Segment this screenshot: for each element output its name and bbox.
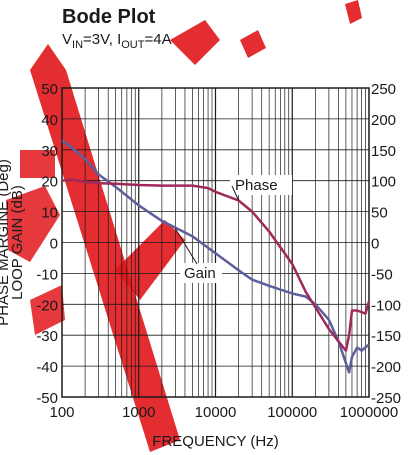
y-left-tick-label: -30 (36, 328, 58, 345)
phase-label-background (230, 175, 292, 195)
gain-series-label: Gain (184, 265, 216, 282)
y-right-tick-label: 250 (371, 81, 396, 98)
x-axis-title: FREQUENCY (Hz) (152, 433, 278, 450)
iout-value: =4A (144, 31, 172, 48)
series-line-phase (61, 178, 371, 352)
chart-grid (62, 88, 369, 397)
x-tick-label: 1000000 (340, 404, 398, 421)
y-right-tick-label: -150 (371, 328, 401, 345)
vin-subscript: IN (72, 39, 84, 51)
chart-title: Bode Plot (62, 6, 156, 28)
watermark-stroke (170, 20, 220, 65)
watermark-stroke (20, 150, 55, 178)
watermark-stroke (345, 0, 362, 24)
x-tick-label: 100000 (267, 404, 317, 421)
gain-label-leader (174, 228, 198, 265)
y-right-tick-label: 50 (371, 205, 388, 222)
y-right-tick-label: 100 (371, 174, 396, 191)
y-right-tick-label: 150 (371, 143, 396, 160)
phase-series-label: Phase (235, 177, 278, 194)
x-tick-label: 10000 (195, 404, 237, 421)
y-right-tick-label: -100 (371, 297, 401, 314)
y-right-tick-labels: 250 200 150 100 50 0 -50 -100 -150 -200 -250 (371, 81, 401, 407)
series-labels: Phase Gain (174, 175, 292, 283)
y-right-tick-label: 0 (371, 236, 379, 253)
y-axis-title-phase: PHASE MARGINE (Deg) (0, 159, 12, 326)
x-tick-label: 1000 (122, 404, 155, 421)
x-tick-label: 100 (49, 404, 74, 421)
gain-label-background (180, 263, 222, 283)
watermark-stroke (240, 30, 266, 58)
vin-value: =3V, I (83, 31, 122, 48)
y-right-tick-label: 200 (371, 112, 396, 129)
y-left-tick-label: 20 (41, 174, 58, 191)
y-right-tick-label: -200 (371, 359, 401, 376)
watermark-stroke (6, 186, 60, 262)
plot-frame (61, 87, 370, 398)
y-left-tick-label: 50 (41, 81, 58, 98)
iout-subscript: OUT (121, 39, 145, 51)
chart-series (61, 139, 371, 374)
y-left-tick-label: 10 (41, 205, 58, 222)
y-left-tick-label: 40 (41, 112, 58, 129)
x-tick-labels: 100 1000 10000 100000 1000000 (49, 404, 398, 421)
watermark-stroke (30, 44, 180, 452)
y-right-tick-label: -250 (371, 390, 401, 407)
y-left-tick-label: -10 (36, 266, 58, 283)
watermark-shape (6, 0, 362, 452)
phase-label-leader (231, 185, 240, 201)
y-left-tick-label: -40 (36, 359, 58, 376)
y-axis-title-gain: LOOP GAIN (dB) (9, 185, 26, 300)
y-left-tick-label: -50 (36, 390, 58, 407)
y-left-tick-label: 30 (41, 143, 58, 160)
y-right-tick-label: -50 (371, 266, 393, 283)
y-left-tick-label: 0 (50, 236, 58, 253)
watermark-stroke (115, 220, 185, 300)
y-left-tick-label: -20 (36, 297, 58, 314)
y-left-tick-labels: 50 40 30 20 10 0 -10 -20 -30 -40 -50 (36, 81, 58, 407)
vin-prefix: V (62, 31, 73, 48)
chart-subtitle: VIN=3V, IOUT=4A (62, 31, 172, 51)
watermark-stroke (30, 285, 65, 335)
